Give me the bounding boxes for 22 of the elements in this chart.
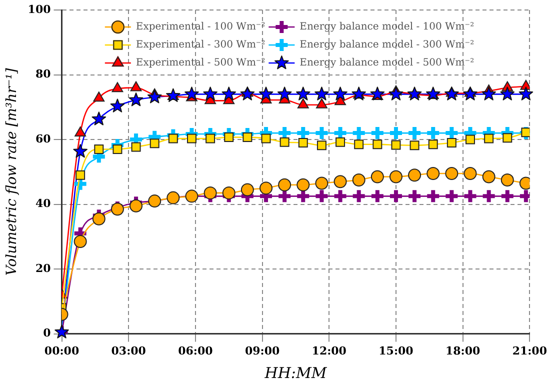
x-axis-title: HH:MM <box>264 364 328 382</box>
legend-label: Energy balance model - 100 Wm⁻² <box>300 22 474 33</box>
legend-label: Experimental - 500 Wm⁻² <box>136 58 266 69</box>
x-tick-label: 06:00 <box>178 344 214 358</box>
x-tick-label: 12:00 <box>312 344 347 358</box>
y-tick-label: 60 <box>35 132 52 146</box>
x-tick-label: 21:00 <box>512 344 548 358</box>
x-tick-label: 09:00 <box>244 344 280 358</box>
x-tick-label: 18:00 <box>445 344 480 358</box>
legend-label: Energy balance model - 300 Wm⁻² <box>300 40 474 51</box>
legend-label: Experimental - 100 Wm⁻² <box>136 22 266 33</box>
x-tick-label: 03:00 <box>111 344 146 358</box>
y-axis-title: Volumetric flow rate [m³hr⁻¹] <box>4 68 20 276</box>
y-tick-label: 40 <box>35 197 52 210</box>
y-tick-label: 100 <box>28 2 52 16</box>
y-tick-label: 80 <box>35 68 52 81</box>
legend-label: Experimental - 300 Wm⁻² <box>136 40 266 51</box>
y-tick-label: 0 <box>43 326 52 340</box>
legend-label: Energy balance model - 500 Wm⁻² <box>300 58 474 69</box>
x-tick-label: 00:00 <box>44 344 80 358</box>
y-tick-label: 20 <box>35 262 52 275</box>
x-tick-label: 15:00 <box>378 344 414 358</box>
